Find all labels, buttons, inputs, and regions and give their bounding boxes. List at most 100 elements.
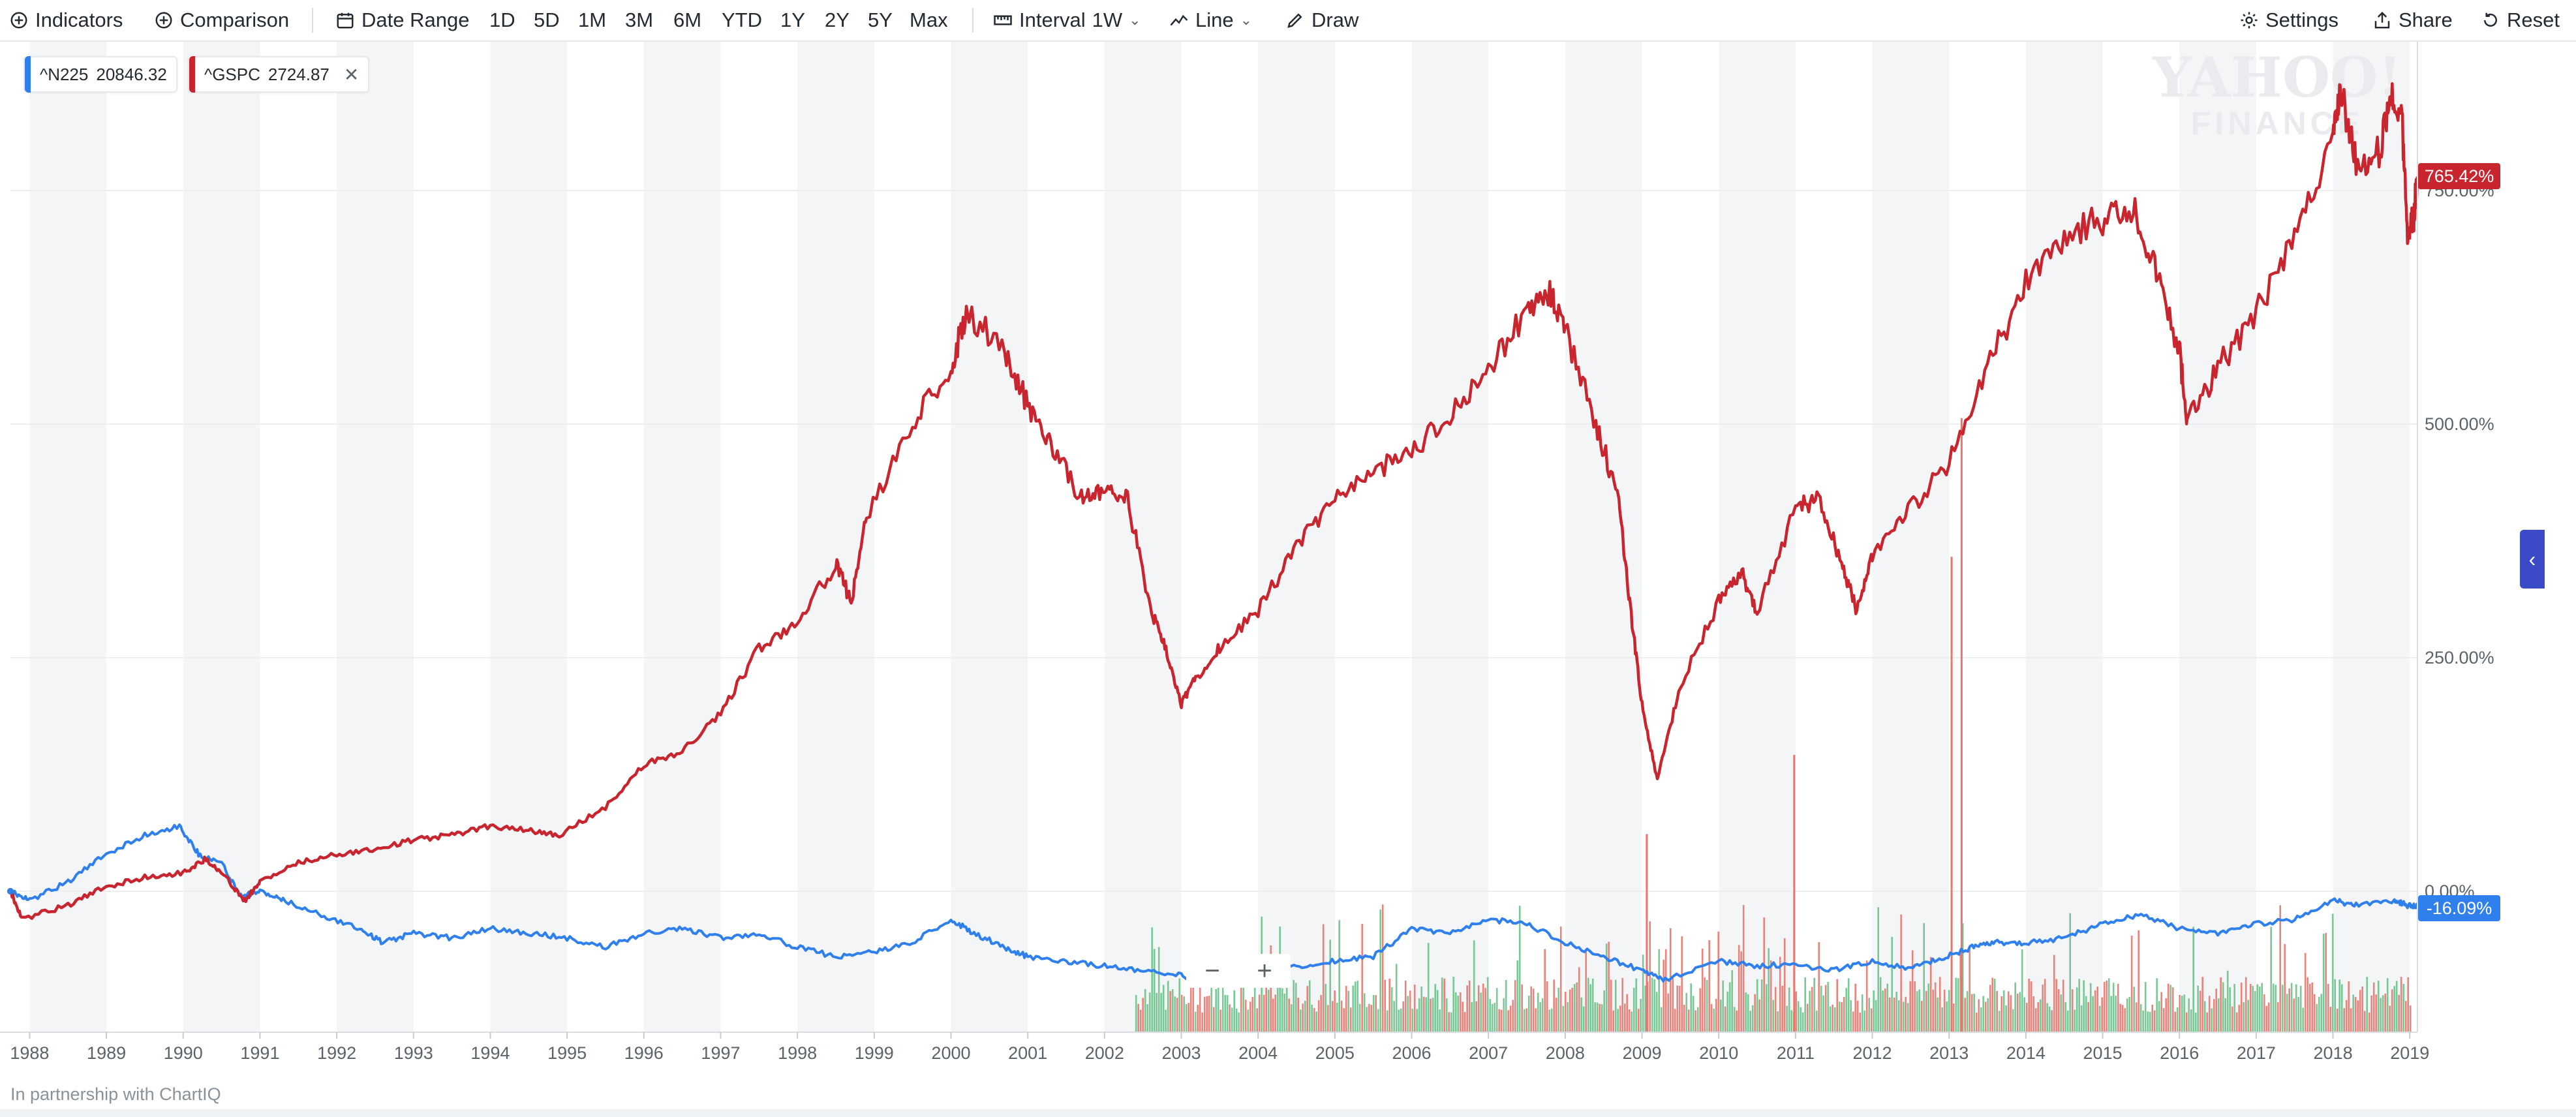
volume-bar (1779, 956, 1781, 1032)
date-range-button[interactable]: Date Range (335, 7, 469, 34)
volume-bar (1859, 1012, 1861, 1032)
range-1d[interactable]: 1D (489, 7, 515, 34)
volume-bar (1224, 994, 1226, 1032)
legend-gspc-value: 2724.87 (268, 64, 330, 84)
volume-bar (2290, 983, 2293, 1032)
volume-bar (1914, 981, 1916, 1032)
volume-bar (2279, 905, 2281, 1032)
reset-button[interactable]: Reset (2481, 7, 2560, 34)
volume-bar (2217, 998, 2220, 1032)
volume-bar (1927, 983, 1929, 1032)
volume-bar (1263, 994, 1265, 1032)
date-range-label: Date Range (361, 8, 470, 31)
volume-bar (2363, 1011, 2366, 1032)
year-band (1258, 42, 1335, 1032)
range-max[interactable]: Max (910, 7, 948, 34)
settings-button[interactable]: Settings (2239, 7, 2338, 34)
indicators-button[interactable]: Indicators (9, 7, 123, 34)
volume-bar (1765, 984, 1768, 1032)
range-3m[interactable]: 3M (625, 7, 653, 34)
volume-bar (2023, 997, 2025, 1032)
volume-bar (2087, 1002, 2089, 1032)
volume-bar (1832, 1004, 1833, 1032)
share-button[interactable]: Share (2372, 7, 2453, 34)
range-1m[interactable]: 1M (578, 7, 606, 34)
volume-bar (2160, 992, 2162, 1032)
volume-bar (1302, 1003, 1304, 1032)
volume-bar (1886, 983, 1888, 1032)
volume-bar (1836, 979, 1838, 1032)
interval-button[interactable]: Interval 1W ⌄ (993, 7, 1141, 34)
year-band (1565, 42, 1642, 1032)
volume-bar (1178, 978, 1180, 1032)
zoom-out-button[interactable]: − (1204, 956, 1220, 985)
volume-bar (1459, 992, 1462, 1032)
volume-bar (1388, 978, 1390, 1032)
volume-bar (2208, 996, 2211, 1032)
volume-bar (1313, 1008, 1315, 1032)
volume-bar (1806, 1003, 1809, 1032)
volume-bar (2153, 1010, 2156, 1032)
volume-bar (1815, 1010, 1818, 1032)
comparison-button[interactable]: Comparison (154, 7, 289, 34)
volume-bar (2096, 987, 2098, 1032)
legend-n225[interactable]: ^N225 20846.32 (23, 56, 177, 93)
volume-bar (1240, 986, 1242, 1032)
volume-bar (2128, 997, 2130, 1032)
volume-bar (1142, 998, 1144, 1032)
volume-bar (2235, 1012, 2238, 1032)
volume-bar (2389, 1005, 2391, 1032)
volume-bar (2030, 981, 2032, 1032)
chart-type-button[interactable]: Line ⌄ (1169, 7, 1252, 34)
volume-bar (2010, 995, 2012, 1032)
draw-button[interactable]: Draw (1285, 7, 1358, 34)
zoom-in-button[interactable]: + (1257, 956, 1272, 985)
volume-bar (1562, 1005, 1564, 1032)
zoom-controls: − + (1186, 954, 1291, 988)
remove-comparison-icon[interactable]: ✕ (343, 64, 360, 85)
volume-bar (2322, 933, 2325, 1032)
volume-bar (1875, 1000, 1877, 1032)
range-ytd[interactable]: YTD (722, 7, 762, 34)
volume-bar (2048, 1006, 2051, 1032)
volume-bar (1850, 1000, 1852, 1032)
volume-spike (1950, 557, 1953, 1032)
volume-bar (1973, 994, 1975, 1032)
volume-bar (1578, 967, 1580, 1032)
volume-bar (1559, 926, 1562, 1032)
volume-bar (2375, 994, 2377, 1032)
volume-bar (1768, 948, 1770, 1032)
volume-bar (1251, 996, 1253, 1032)
yahoo-finance-watermark: YAHOO! (2152, 45, 2402, 110)
volume-bar (1573, 984, 1576, 1032)
volume-spike (1960, 418, 1963, 1032)
volume-bar (1569, 989, 1571, 1032)
volume-bar (1948, 990, 1950, 1032)
volume-bar (2320, 994, 2322, 1032)
volume-bar (1553, 979, 1555, 1032)
volume-bar (1982, 996, 1984, 1032)
volume-bar (1969, 948, 1970, 1032)
volume-bar (2005, 1005, 2007, 1032)
x-tick-label: 1991 (240, 1043, 279, 1063)
volume-bar (1340, 1000, 1343, 1032)
volume-bar (1790, 1010, 1792, 1032)
volume-bar (1596, 1002, 1599, 1032)
volume-bar (1713, 1009, 1715, 1032)
range-5y[interactable]: 5Y (868, 7, 893, 34)
collapse-panel-button[interactable]: ‹ (2520, 530, 2545, 589)
volume-bar (1398, 1009, 1400, 1032)
range-6m[interactable]: 6M (673, 7, 701, 34)
legend-gspc[interactable]: ^GSPC 2724.87 ✕ (188, 56, 370, 93)
range-2y[interactable]: 2Y (825, 7, 850, 34)
volume-bar (2203, 1001, 2206, 1032)
volume-bar (1845, 988, 1847, 1032)
range-1y[interactable]: 1Y (780, 7, 805, 34)
series-start-dot (7, 888, 14, 895)
chevron-down-icon: ⌄ (1129, 12, 1141, 28)
range-5d[interactable]: 5D (534, 7, 560, 34)
volume-bar (1477, 985, 1480, 1032)
range-5d-label: 5D (534, 8, 560, 31)
volume-bar (1891, 936, 1893, 1032)
